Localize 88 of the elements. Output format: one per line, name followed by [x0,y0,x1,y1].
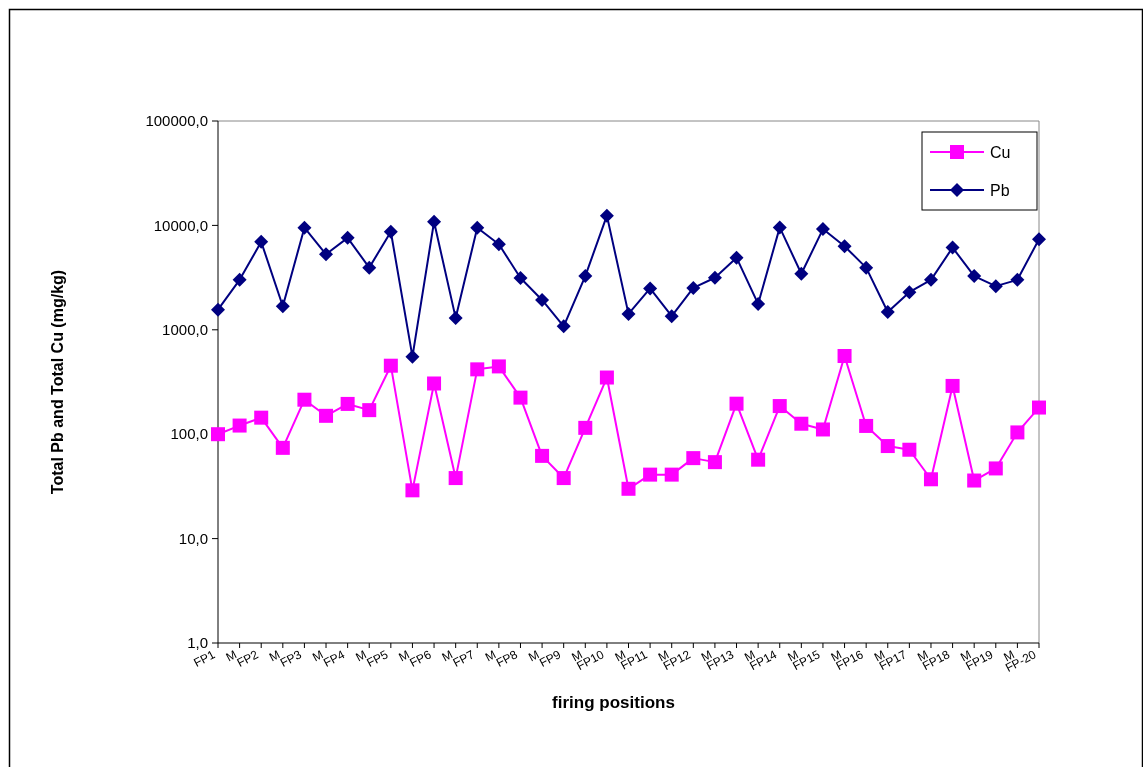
point [599,208,614,223]
point [1032,232,1046,247]
point [1010,272,1025,287]
point [729,250,744,265]
x-axis-title: firing positions [552,693,675,712]
point [275,440,290,455]
point [211,302,225,317]
point [988,461,1003,476]
y-tick-label: 100,0 [170,425,208,443]
point [794,266,809,281]
point [513,390,528,405]
point [319,408,334,423]
point [988,279,1003,294]
point [427,214,442,229]
point [945,240,960,255]
point [664,309,679,324]
point [643,467,658,482]
point [340,230,355,245]
point [751,452,766,467]
point [513,271,528,286]
point [945,378,960,393]
point [405,349,420,364]
point [859,418,874,433]
point [448,471,463,486]
point [535,448,550,463]
point [470,362,485,377]
point [599,370,614,385]
point [470,220,485,235]
point [1032,400,1046,415]
y-tick-label: 1000,0 [162,321,208,339]
point [535,292,550,307]
point [880,305,895,320]
point [751,296,766,311]
point [578,269,593,284]
point [491,359,506,374]
point [405,483,420,498]
legend-label: Cu [990,144,1011,161]
point [362,260,377,275]
point [664,467,679,482]
point [383,224,398,239]
point [772,220,787,235]
point [319,247,334,262]
point [297,220,312,235]
point [815,222,830,237]
point [254,410,269,425]
point [621,481,636,496]
point [923,272,938,287]
point [967,473,982,488]
point [707,455,722,470]
point [232,272,247,287]
y-tick-label: 100000,0 [145,112,208,130]
point [729,396,744,411]
point [859,260,874,275]
point [297,392,312,407]
legend-label: Pb [990,182,1010,199]
point [772,399,787,414]
point [556,471,571,486]
point [556,319,571,334]
point [254,234,269,249]
point [448,310,463,325]
point [923,472,938,487]
point [794,416,809,431]
point [643,281,658,296]
point [362,403,377,418]
point [383,358,398,373]
point [967,269,982,284]
point [815,422,830,437]
point [707,270,722,285]
point [686,280,701,295]
point [340,396,355,411]
y-axis-title: Total Pb and Total Cu (mg/kg) [49,269,66,495]
point [837,239,852,254]
point [837,349,852,364]
point [621,306,636,321]
point [491,237,506,252]
point [275,299,290,314]
point [1010,425,1025,440]
point [880,439,895,454]
point [427,376,442,391]
y-tick-label: 1,0 [187,634,208,652]
y-tick-label: 10000,0 [153,216,208,234]
point [902,285,917,300]
y-tick-label: 10,0 [178,529,208,547]
point [578,420,593,435]
point [211,427,225,442]
point [232,418,247,433]
point [686,451,701,466]
point [902,442,917,457]
